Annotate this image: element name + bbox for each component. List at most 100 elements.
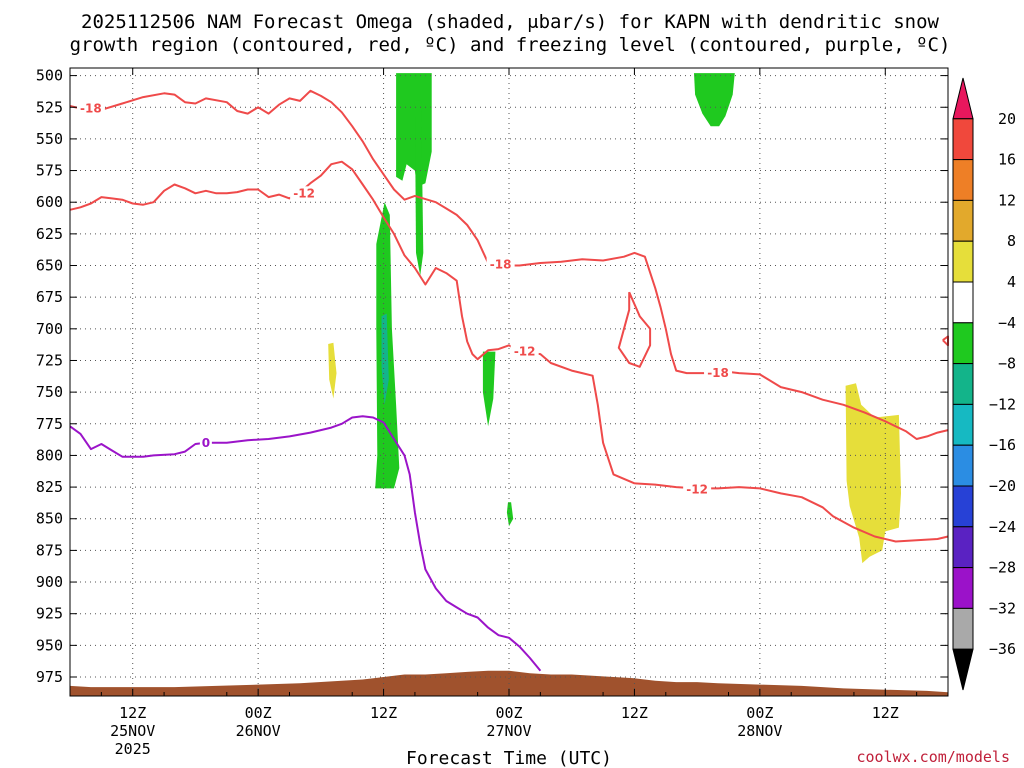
- y-axis-ticks: 500 525 550 575 600 625 650 675 700 725 750 775 800 8…: [36, 67, 948, 686]
- x-tick-label-7-1: 12Z: [872, 704, 899, 722]
- contour-label-2-3: -12: [686, 483, 708, 497]
- y-tick-label-925: 925: [36, 605, 63, 623]
- colorbar-bottom-arrow: [952, 648, 974, 691]
- omega-region-6: [482, 351, 496, 427]
- colorbar-label-2: 16: [998, 151, 1016, 169]
- omega-shading: [328, 73, 901, 564]
- omega-region-9: [845, 383, 901, 564]
- y-tick-label-825: 825: [36, 478, 63, 496]
- x-tick-label-4-2: 27NOV: [486, 722, 531, 740]
- contour-label-bg-1-1: [76, 101, 105, 116]
- colorbar-bin-13: [952, 607, 974, 650]
- colorbar-label-1: 20: [998, 110, 1016, 128]
- chart-title-line-1: 2025112506 NAM Forecast Omega (shaded, μ…: [81, 11, 939, 33]
- y-tick-label-800: 800: [36, 446, 63, 464]
- x-tick-label-5-1: 12Z: [621, 704, 648, 722]
- y-tick-label-500: 500: [36, 67, 63, 85]
- omega-region-8: [328, 342, 337, 399]
- colorbar-label-6: −4: [998, 314, 1016, 332]
- y-tick-label-750: 750: [36, 383, 63, 401]
- contour-line-3: [617, 291, 652, 368]
- y-tick-label-700: 700: [36, 320, 63, 338]
- gridlines: [70, 68, 948, 696]
- y-tick-label-975: 975: [36, 668, 63, 686]
- colorbar-label-9: −16: [989, 436, 1016, 454]
- contour-label-1-1: -18: [80, 102, 102, 116]
- y-tick-label-525: 525: [36, 98, 63, 116]
- y-tick-label-650: 650: [36, 257, 63, 275]
- contour-label-bg-1-2: [486, 257, 515, 272]
- x-axis-title: Forecast Time (UTC): [406, 748, 612, 768]
- omega-region-7: [506, 502, 514, 527]
- colorbar-label-7: −8: [998, 355, 1016, 373]
- colorbar-bin-1: [952, 118, 974, 161]
- colorbar-bin-4: [952, 240, 974, 283]
- colorbar-bin-2: [952, 159, 974, 201]
- colorbar-label-12: −28: [989, 559, 1016, 577]
- colorbar-bin-12: [952, 567, 974, 609]
- y-tick-label-675: 675: [36, 288, 63, 306]
- colorbar-bin-5: [952, 281, 974, 324]
- colorbar-label-3: 12: [998, 191, 1016, 209]
- contour-label-5-1: 0: [202, 436, 210, 450]
- colorbar-label-10: −20: [989, 477, 1016, 495]
- x-tick-label-3-1: 12Z: [370, 704, 397, 722]
- colorbar-bin-7: [952, 363, 974, 405]
- x-tick-label-1-3: 2025: [115, 740, 151, 758]
- contour-label-2-1: -12: [293, 186, 315, 200]
- y-tick-label-575: 575: [36, 162, 63, 180]
- colorbar-label-5: 4: [1007, 273, 1016, 291]
- contour-line-1: [69, 89, 949, 440]
- colorbar-label-4: 8: [1007, 232, 1016, 250]
- colorbar-bin-9: [952, 444, 974, 487]
- y-tick-label-600: 600: [36, 193, 63, 211]
- colorbar-bin-10: [952, 485, 974, 528]
- x-tick-label-6-2: 28NOV: [737, 722, 782, 740]
- colorbar-label-13: −32: [989, 599, 1016, 617]
- x-tick-label-2-2: 26NOV: [236, 722, 281, 740]
- contour-label-1-2: -18: [490, 257, 512, 271]
- contour-label-bg-1-3: [704, 366, 733, 381]
- chart-title-line-2: growth region (contoured, red, ºC) and f…: [70, 34, 951, 56]
- site-credit: coolwx.com/models: [856, 748, 1010, 766]
- x-tick-label-4-1: 00Z: [495, 704, 522, 722]
- x-tick-label-2-1: 00Z: [245, 704, 272, 722]
- colorbar-bin-11: [952, 526, 974, 569]
- omega-region-5: [694, 73, 735, 127]
- contours: -18 -18 -18 -12 -12 -12 0: [69, 89, 949, 672]
- x-tick-label-1-1: 12Z: [119, 704, 146, 722]
- omega-region-2: [414, 100, 424, 276]
- y-tick-label-725: 725: [36, 351, 63, 369]
- x-tick-label-6-1: 00Z: [746, 704, 773, 722]
- contour-line-2: [69, 160, 949, 543]
- y-tick-label-950: 950: [36, 636, 63, 654]
- colorbar-top-arrow: [952, 77, 974, 120]
- contour-label-bg-5-1: [199, 435, 212, 450]
- y-tick-label-875: 875: [36, 541, 63, 559]
- contour-line-5: [69, 415, 542, 672]
- contour-label-1-3: -18: [707, 366, 729, 380]
- colorbar-label-8: −12: [989, 395, 1016, 413]
- contour-label-bg-2-2: [510, 344, 539, 359]
- colorbar-bin-6: [952, 322, 974, 365]
- omega-region-4: [381, 313, 389, 405]
- colorbar: 20 16 12 8 4 −4 −8 −12 −16 −20 −24 −28 −32 −36: [952, 77, 1016, 691]
- contour-label-2-2: -12: [514, 345, 536, 359]
- y-tick-label-775: 775: [36, 415, 63, 433]
- colorbar-bin-3: [952, 199, 974, 242]
- omega-region-1: [396, 73, 432, 187]
- x-tick-label-1-2: 25NOV: [110, 722, 155, 740]
- contour-line-4: [942, 335, 949, 347]
- contour-label-bg-2-1: [290, 186, 319, 201]
- y-tick-label-900: 900: [36, 573, 63, 591]
- y-tick-label-850: 850: [36, 510, 63, 528]
- y-tick-label-625: 625: [36, 225, 63, 243]
- y-tick-label-550: 550: [36, 130, 63, 148]
- plot-frame: [69, 67, 949, 697]
- colorbar-bin-8: [952, 403, 974, 446]
- contour-label-bg-2-3: [683, 482, 712, 497]
- colorbar-label-14: −36: [989, 640, 1016, 658]
- colorbar-label-11: −24: [989, 518, 1016, 536]
